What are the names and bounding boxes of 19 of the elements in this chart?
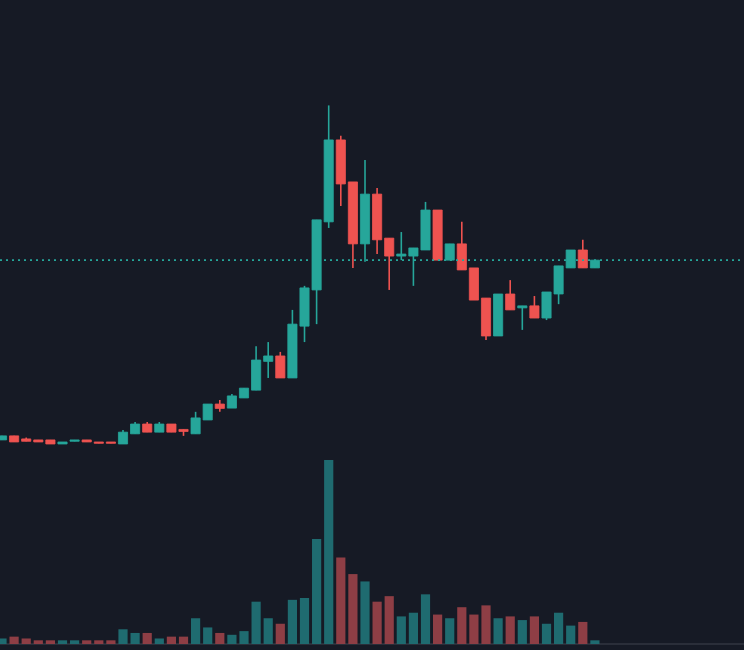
- bar: [529, 616, 540, 644]
- bar: [445, 618, 455, 644]
- bar: [360, 581, 370, 644]
- bar: [517, 620, 527, 644]
- candlestick: [493, 293, 504, 337]
- bar: [0, 638, 7, 644]
- candlestick: [275, 351, 286, 379]
- bar: [493, 618, 503, 644]
- candlestick: [517, 305, 528, 331]
- candlestick: [529, 295, 540, 319]
- bar: [433, 614, 443, 644]
- bar: [578, 621, 588, 644]
- candlestick: [577, 239, 588, 269]
- bar: [154, 638, 164, 644]
- bar: [215, 632, 225, 644]
- bar: [142, 632, 152, 644]
- bar: [275, 623, 285, 644]
- candlestick: [505, 279, 516, 311]
- bar: [505, 616, 515, 644]
